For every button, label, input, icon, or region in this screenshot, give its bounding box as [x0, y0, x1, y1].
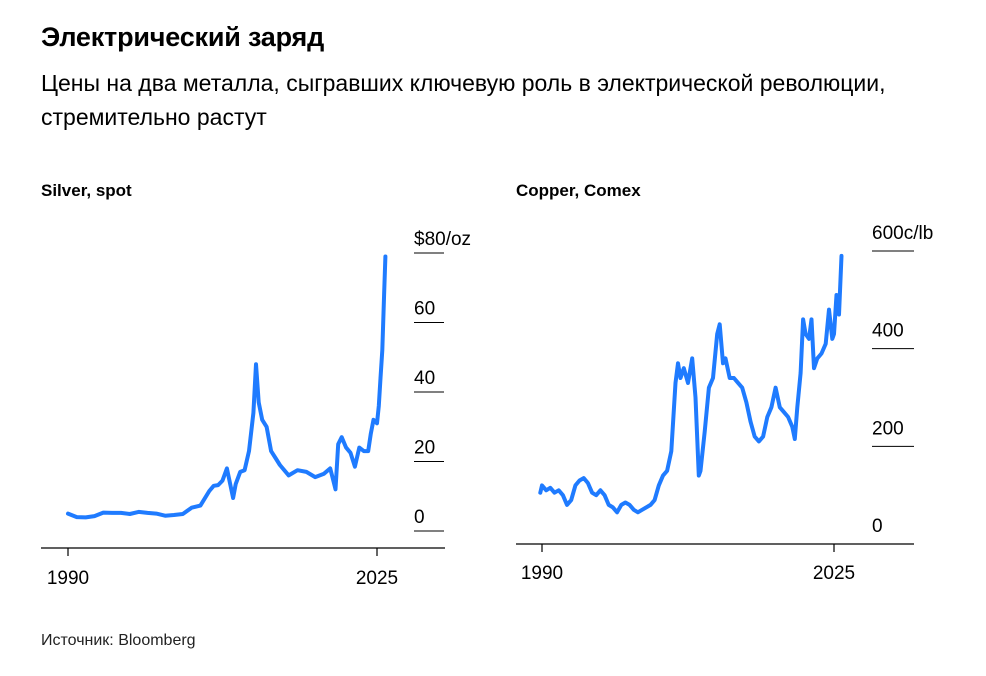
silver-y-tick-label: 60	[414, 299, 435, 320]
source-note: Источник: Bloomberg	[41, 632, 196, 649]
copper-x-tick-label: 1990	[521, 563, 563, 584]
copper-panel: Copper, Comex 600c/lb 400 200 0 1990 2025	[516, 181, 933, 584]
silver-y-tick-label: $80/oz	[414, 229, 471, 250]
copper-price-line	[538, 253, 844, 515]
copper-y-tick-label: 600c/lb	[872, 223, 933, 244]
silver-y-tick-label: 20	[414, 438, 435, 459]
copper-x-axis: 1990 2025	[521, 544, 855, 584]
copper-x-tick-label: 2025	[813, 563, 855, 584]
copper-grid	[872, 250, 914, 447]
silver-panel: Silver, spot $80/oz 60 40 20 0 1990 2025	[41, 181, 471, 589]
silver-x-axis: 1990 2025	[47, 548, 398, 589]
copper-y-tick-label: 400	[872, 321, 904, 342]
silver-grid	[414, 252, 444, 532]
chart-title: Электрический заряд	[41, 22, 325, 52]
silver-y-tick-label: 0	[414, 507, 425, 528]
chart-subtitle: Цены на два металла, сыгравших ключевую …	[41, 70, 886, 130]
copper-y-tick-label: 200	[872, 418, 904, 439]
copper-y-axis: 600c/lb 400 200 0	[872, 223, 933, 537]
silver-price-line	[66, 254, 388, 520]
silver-x-tick-label: 1990	[47, 568, 89, 589]
silver-y-tick-label: 40	[414, 368, 435, 389]
copper-y-tick-label: 0	[872, 516, 883, 537]
silver-x-tick-label: 2025	[356, 568, 398, 589]
silver-panel-title: Silver, spot	[41, 181, 132, 200]
copper-panel-title: Copper, Comex	[516, 181, 641, 200]
silver-y-axis: $80/oz 60 40 20 0	[414, 229, 471, 528]
